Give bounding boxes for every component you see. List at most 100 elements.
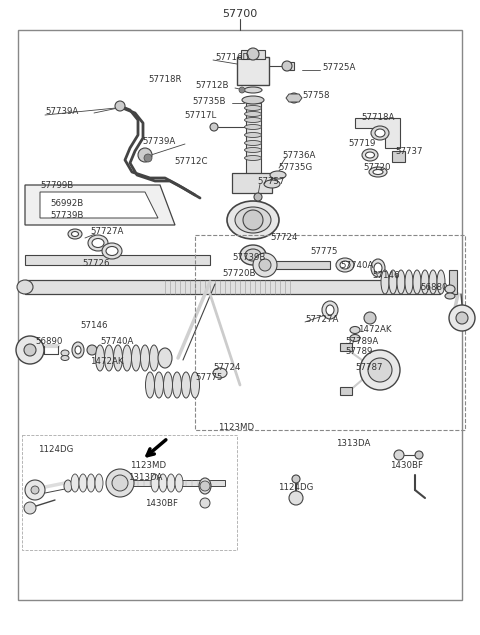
- Ellipse shape: [244, 87, 262, 93]
- Circle shape: [449, 305, 475, 331]
- Ellipse shape: [244, 140, 262, 145]
- Ellipse shape: [397, 270, 405, 294]
- Ellipse shape: [92, 239, 104, 248]
- Ellipse shape: [106, 246, 118, 255]
- Circle shape: [368, 358, 392, 382]
- Ellipse shape: [158, 348, 172, 368]
- Text: 57726: 57726: [82, 260, 109, 269]
- Text: 57146: 57146: [372, 271, 399, 279]
- Ellipse shape: [113, 345, 122, 371]
- Ellipse shape: [244, 147, 262, 152]
- Ellipse shape: [429, 270, 437, 294]
- Text: 57716D: 57716D: [215, 53, 249, 62]
- Circle shape: [24, 344, 36, 356]
- Ellipse shape: [244, 105, 262, 110]
- Bar: [237, 57, 269, 85]
- Ellipse shape: [149, 345, 158, 371]
- Text: 1430BF: 1430BF: [390, 460, 423, 469]
- Text: 57700: 57700: [222, 9, 258, 19]
- Circle shape: [253, 253, 277, 277]
- Ellipse shape: [405, 270, 413, 294]
- Text: 57775: 57775: [310, 248, 337, 257]
- Circle shape: [210, 123, 218, 131]
- Text: 57724: 57724: [213, 363, 240, 373]
- Bar: [340, 343, 352, 351]
- Ellipse shape: [350, 335, 360, 342]
- Ellipse shape: [105, 345, 113, 371]
- Text: 56992B: 56992B: [50, 199, 83, 208]
- Ellipse shape: [145, 372, 155, 398]
- Circle shape: [394, 450, 404, 460]
- Ellipse shape: [64, 480, 72, 492]
- Bar: [195, 235, 465, 430]
- Text: 57717L: 57717L: [184, 110, 216, 119]
- Circle shape: [360, 350, 400, 390]
- Text: 1472AK: 1472AK: [90, 358, 123, 366]
- Text: 57720: 57720: [363, 163, 391, 173]
- Text: 57735G: 57735G: [278, 163, 312, 173]
- Polygon shape: [286, 94, 302, 102]
- Bar: [241, 50, 265, 59]
- Ellipse shape: [381, 270, 389, 294]
- Ellipse shape: [71, 474, 79, 492]
- Text: 57739B: 57739B: [232, 253, 265, 262]
- Text: 1123MD: 1123MD: [130, 460, 166, 469]
- Text: 57799B: 57799B: [40, 182, 73, 190]
- Ellipse shape: [68, 229, 82, 239]
- Text: 56880: 56880: [420, 283, 447, 293]
- Ellipse shape: [95, 474, 103, 492]
- Ellipse shape: [244, 133, 262, 138]
- Ellipse shape: [369, 167, 387, 177]
- Ellipse shape: [172, 372, 181, 398]
- Ellipse shape: [389, 270, 397, 294]
- Text: 1124DG: 1124DG: [38, 446, 73, 455]
- Ellipse shape: [374, 263, 382, 273]
- Bar: [18, 30, 462, 600]
- Text: 1124DG: 1124DG: [278, 483, 313, 493]
- Circle shape: [364, 312, 376, 324]
- Circle shape: [254, 193, 262, 201]
- Text: 1123MD: 1123MD: [218, 424, 254, 432]
- Text: 57735B: 57735B: [192, 97, 226, 105]
- Circle shape: [144, 154, 152, 162]
- Ellipse shape: [326, 305, 334, 315]
- Ellipse shape: [445, 285, 455, 293]
- Circle shape: [200, 498, 210, 508]
- Bar: [232, 173, 272, 193]
- Text: 57727A: 57727A: [305, 316, 338, 324]
- Bar: [22, 435, 237, 550]
- Ellipse shape: [365, 152, 374, 158]
- Ellipse shape: [242, 96, 264, 104]
- Ellipse shape: [61, 356, 69, 361]
- Circle shape: [138, 148, 152, 162]
- Circle shape: [87, 345, 97, 355]
- Ellipse shape: [373, 170, 383, 175]
- Text: 57720B: 57720B: [222, 269, 255, 277]
- Text: 57740A: 57740A: [100, 337, 133, 347]
- Polygon shape: [40, 192, 158, 218]
- Ellipse shape: [159, 474, 167, 492]
- Text: 57757: 57757: [257, 178, 285, 187]
- Ellipse shape: [151, 474, 159, 492]
- Ellipse shape: [155, 372, 164, 398]
- Ellipse shape: [240, 245, 266, 265]
- Text: 57719: 57719: [348, 138, 375, 147]
- Circle shape: [289, 491, 303, 505]
- Text: 57739A: 57739A: [142, 138, 175, 147]
- Text: 57739A: 57739A: [45, 107, 78, 116]
- Ellipse shape: [336, 258, 354, 272]
- Text: 57718R: 57718R: [148, 76, 181, 84]
- Text: 57724: 57724: [270, 234, 298, 243]
- Bar: [246, 103, 261, 175]
- Text: 57787: 57787: [355, 363, 383, 373]
- Circle shape: [115, 101, 125, 111]
- Bar: [284, 62, 294, 70]
- Ellipse shape: [96, 345, 105, 371]
- Circle shape: [292, 475, 300, 483]
- Circle shape: [282, 61, 292, 71]
- Ellipse shape: [371, 259, 385, 277]
- Text: 57737: 57737: [395, 147, 422, 156]
- Bar: [110, 480, 225, 486]
- Ellipse shape: [244, 112, 262, 116]
- Text: 57740A: 57740A: [340, 262, 373, 271]
